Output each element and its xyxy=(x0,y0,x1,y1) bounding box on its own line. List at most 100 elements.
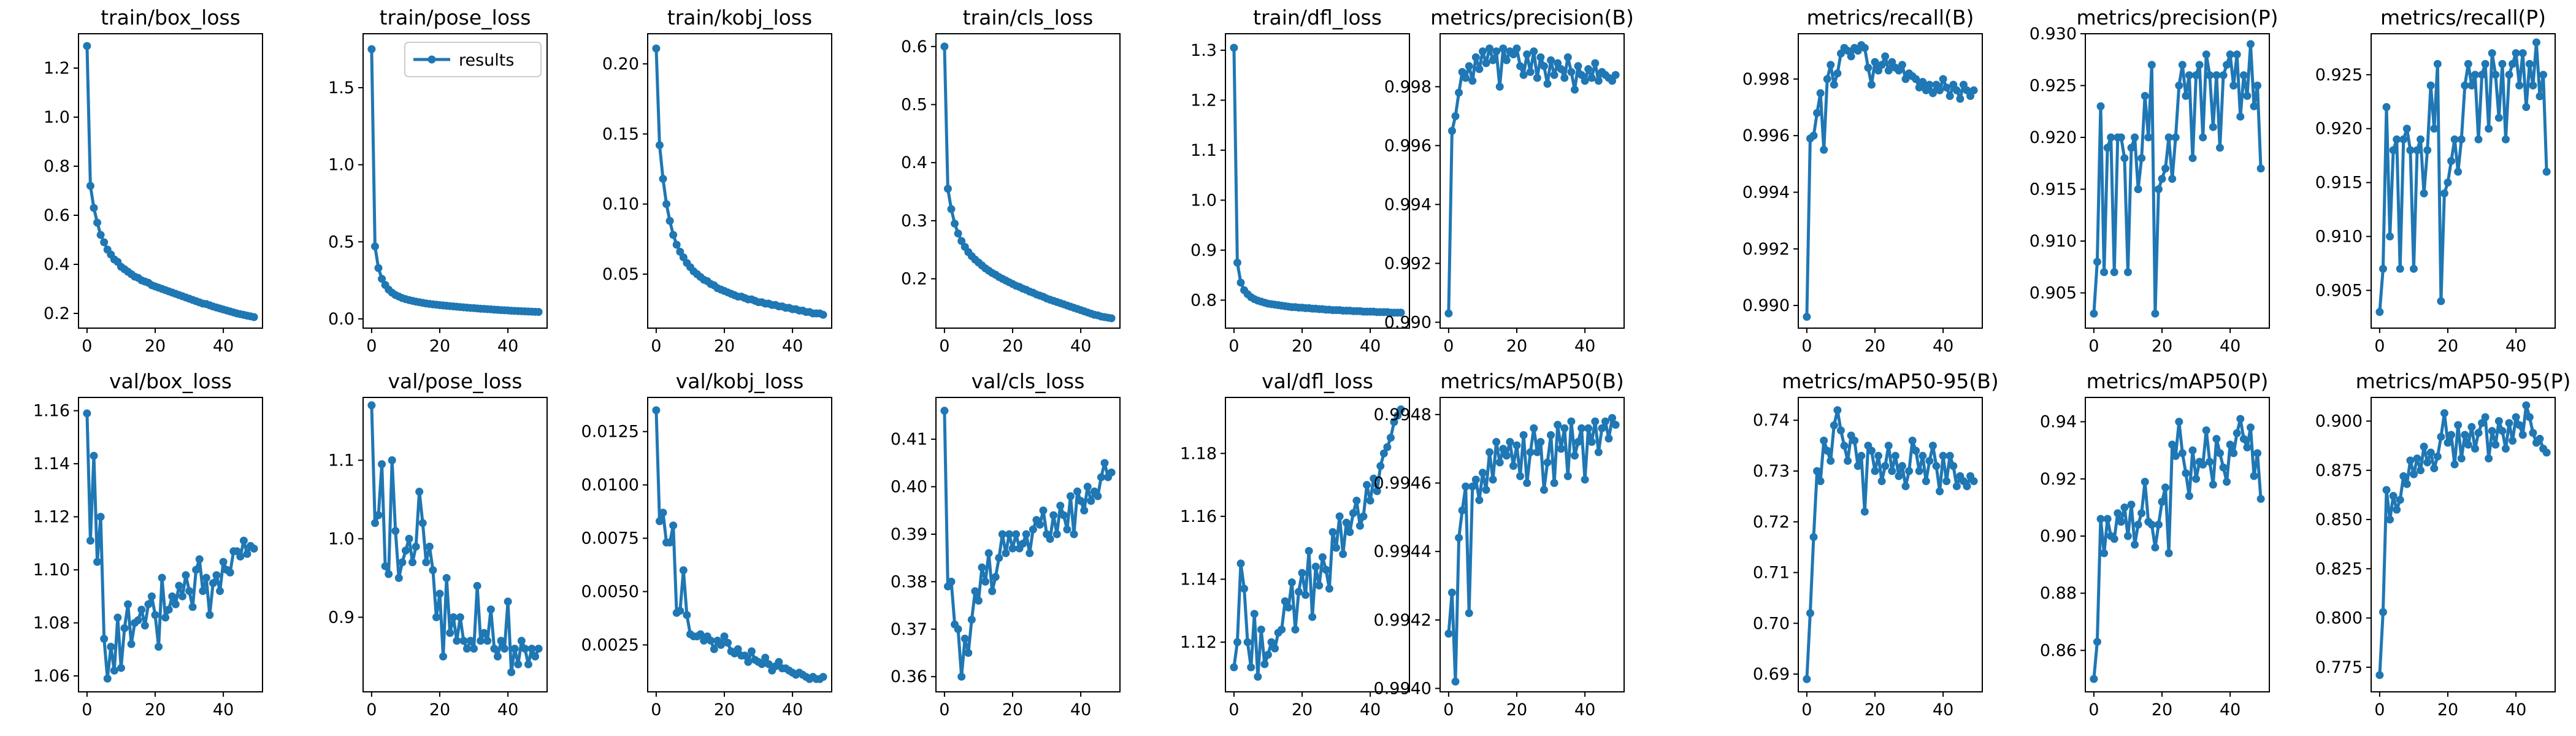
data-point xyxy=(957,237,966,245)
data-point xyxy=(984,549,993,558)
data-point xyxy=(2417,466,2425,475)
data-point xyxy=(1519,71,1528,79)
data-point xyxy=(2375,671,2384,680)
data-point xyxy=(2131,540,2139,549)
data-point xyxy=(672,240,681,249)
data-point xyxy=(1355,521,1364,530)
data-point xyxy=(1874,451,1883,460)
data-point xyxy=(1840,442,1849,450)
data-point xyxy=(1942,83,1951,92)
data-point xyxy=(1919,451,1927,460)
data-point xyxy=(1012,530,1021,539)
data-point xyxy=(1083,483,1092,491)
data-point xyxy=(1444,629,1453,638)
data-point xyxy=(954,229,962,238)
data-point xyxy=(1604,434,1613,443)
data-point xyxy=(1471,53,1480,61)
data-point xyxy=(442,573,451,582)
data-point xyxy=(1949,462,1958,470)
x-tick-label: 0 xyxy=(1801,700,1812,719)
y-tick-label: 0.0100 xyxy=(581,476,639,495)
x-tick-label: 0 xyxy=(1801,337,1812,356)
series-line xyxy=(943,45,1113,320)
data-point xyxy=(655,517,664,526)
data-point xyxy=(967,615,976,624)
data-point xyxy=(1332,543,1341,552)
data-point xyxy=(1939,451,1947,460)
subplot-title: val/dfl_loss xyxy=(1262,369,1373,393)
data-point xyxy=(2450,460,2459,469)
x-tick-label: 40 xyxy=(1574,337,1595,356)
y-tick-label: 0.0075 xyxy=(581,529,639,548)
data-point xyxy=(710,645,718,653)
data-point xyxy=(2375,308,2384,316)
y-tick-label: 0.9948 xyxy=(1374,405,1432,424)
data-point xyxy=(659,175,667,183)
data-point xyxy=(2256,494,2265,503)
data-point xyxy=(446,629,454,637)
data-point xyxy=(2542,448,2551,457)
data-point xyxy=(524,660,532,669)
data-point xyxy=(2379,264,2387,273)
data-point xyxy=(2515,421,2524,429)
data-point xyxy=(1271,644,1279,653)
data-point xyxy=(1346,527,1354,536)
data-point xyxy=(239,537,248,545)
data-point xyxy=(2420,189,2428,197)
y-tick-label: 0.992 xyxy=(1742,240,1790,259)
data-point xyxy=(1397,309,1405,317)
data-point xyxy=(1468,77,1477,85)
data-point xyxy=(2202,426,2210,435)
data-point xyxy=(117,664,125,672)
data-point xyxy=(2233,50,2241,59)
data-point xyxy=(205,611,214,619)
data-point xyxy=(1370,474,1378,483)
data-point xyxy=(1523,50,1531,59)
data-point xyxy=(998,530,1006,539)
data-point xyxy=(1547,56,1555,64)
y-tick-label: 1.3 xyxy=(1190,41,1217,60)
data-point xyxy=(2158,175,2166,183)
y-tick-label: 1.5 xyxy=(328,79,355,98)
y-tick-label: 0.72 xyxy=(1753,513,1790,532)
data-point xyxy=(1952,482,1961,491)
data-point xyxy=(2127,144,2136,152)
data-point xyxy=(171,600,180,608)
data-point xyxy=(2199,133,2207,142)
data-point xyxy=(521,645,529,653)
x-tick-label: 20 xyxy=(714,700,735,719)
x-tick-label: 40 xyxy=(2220,700,2241,719)
data-point xyxy=(1247,663,1255,672)
data-point xyxy=(2253,82,2262,90)
data-point xyxy=(480,629,488,637)
data-point xyxy=(2450,135,2459,144)
y-tick-label: 0.900 xyxy=(2315,412,2363,431)
data-point xyxy=(510,645,519,653)
data-point xyxy=(432,613,440,621)
data-point xyxy=(1905,467,1914,475)
data-point xyxy=(209,579,217,588)
y-tick-label: 1.16 xyxy=(1180,507,1217,526)
series-line xyxy=(1805,408,1976,681)
y-tick-label: 0.910 xyxy=(2315,228,2363,247)
data-point xyxy=(1492,438,1501,447)
data-point xyxy=(1516,472,1525,480)
data-point xyxy=(1495,458,1504,467)
data-point xyxy=(2505,419,2513,427)
y-tick-label: 0.69 xyxy=(1753,665,1790,684)
subplot-title: metrics/recall(B) xyxy=(1807,6,1974,29)
data-point xyxy=(2512,49,2520,58)
data-point xyxy=(2229,449,2238,458)
data-point xyxy=(374,264,383,272)
data-point xyxy=(2206,458,2214,466)
x-tick-label: 20 xyxy=(145,337,166,356)
x-tick-label: 40 xyxy=(497,700,518,719)
data-point xyxy=(2107,133,2115,142)
x-tick-label: 20 xyxy=(2152,337,2172,356)
data-point xyxy=(2168,175,2177,183)
data-point xyxy=(1475,65,1484,74)
data-point xyxy=(2420,442,2428,451)
subplot: val/kobj_loss 0.0025 0.0050 0.0075 0.0100 0.0… xyxy=(581,369,832,719)
data-point xyxy=(2233,429,2241,437)
x-tick-label: 20 xyxy=(1506,700,1527,719)
